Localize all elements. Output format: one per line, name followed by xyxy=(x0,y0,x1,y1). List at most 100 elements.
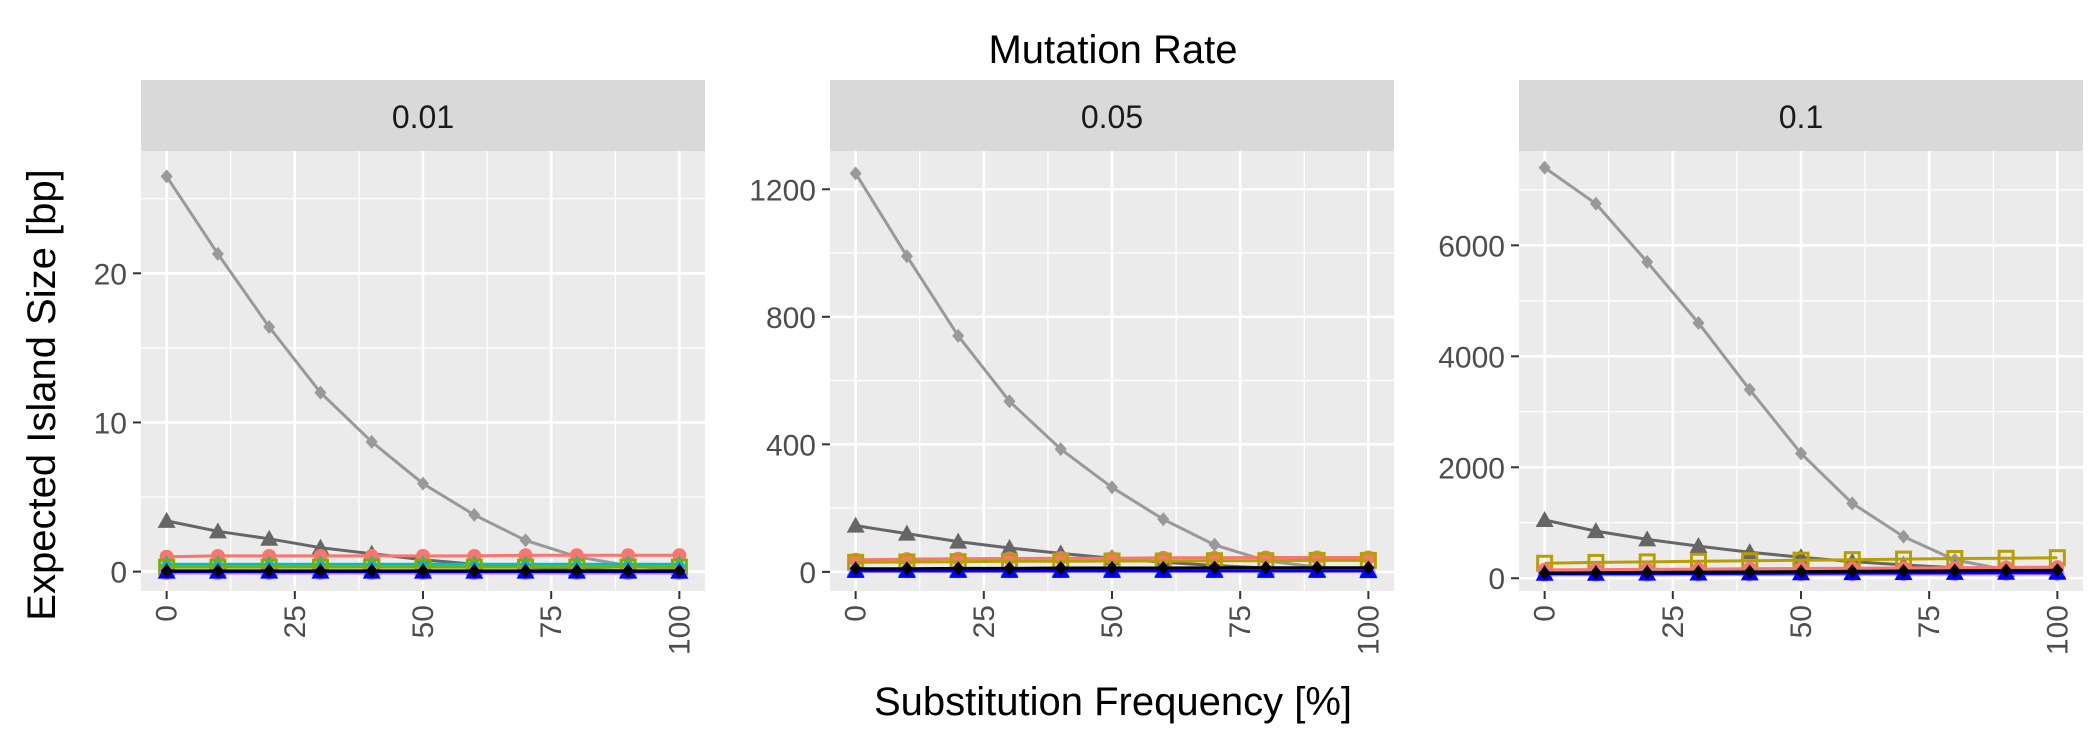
x-tick-label: 50 xyxy=(407,605,440,638)
data-point xyxy=(849,561,862,576)
facet-strip xyxy=(830,80,1394,151)
facet-strip-label: 0.1 xyxy=(1779,99,1823,135)
data-point xyxy=(1208,537,1221,552)
data-point xyxy=(1000,538,1019,555)
data-point xyxy=(1948,563,1961,578)
data-point xyxy=(1106,561,1118,576)
panel-0-01: 0.01 0 10 20 0 25 50 75 100 xyxy=(94,80,705,655)
data-point xyxy=(1846,564,1859,579)
y-tick-label: 6000 xyxy=(1438,230,1505,263)
data-point xyxy=(1362,560,1375,575)
data-point xyxy=(952,328,965,343)
data-point xyxy=(1897,529,1910,544)
data-point xyxy=(208,522,227,539)
data-point xyxy=(160,563,173,578)
series-line xyxy=(1544,556,2058,565)
data-point xyxy=(263,563,276,578)
data-point xyxy=(2051,563,2064,578)
y-tick-label: 2000 xyxy=(1438,452,1505,485)
data-point xyxy=(314,385,327,400)
x-tick-label: 100 xyxy=(2041,605,2074,655)
data-point xyxy=(417,476,429,491)
facet-title: Mutation Rate xyxy=(988,28,1237,72)
x-tick-label: 0 xyxy=(1529,605,1562,622)
data-point xyxy=(900,249,913,264)
data-point xyxy=(1589,565,1602,580)
x-tick-label: 75 xyxy=(1224,605,1257,638)
series-0 xyxy=(849,166,1375,578)
x-tick-label: 25 xyxy=(968,605,1001,638)
data-point xyxy=(897,524,916,541)
data-point xyxy=(211,246,224,261)
x-tick-label: 25 xyxy=(279,605,312,638)
panels: 0.01 0 10 20 0 25 50 75 100 0.05 0 400 800 1200 0 25 50 7… xyxy=(94,80,2083,655)
data-point xyxy=(1208,560,1221,575)
x-tick-label: 25 xyxy=(1657,605,1690,638)
data-point xyxy=(1003,394,1016,409)
data-point xyxy=(570,563,583,578)
data-point xyxy=(900,561,913,576)
facet-strip xyxy=(1519,80,2083,151)
x-tick-label: 0 xyxy=(151,605,184,622)
data-point xyxy=(1538,565,1551,580)
data-point xyxy=(1589,196,1602,211)
y-tick-label: 0 xyxy=(1488,563,1505,596)
y-tick-label: 20 xyxy=(94,258,127,291)
y-tick-label: 0 xyxy=(110,557,127,590)
data-point xyxy=(468,507,481,522)
series-6 xyxy=(1538,563,2064,580)
data-point xyxy=(1106,480,1118,495)
data-point xyxy=(1689,537,1708,554)
data-point xyxy=(263,320,276,334)
data-point xyxy=(211,563,224,578)
x-tick-label: 75 xyxy=(1913,605,1946,638)
data-point xyxy=(2000,563,2013,578)
facet-strip xyxy=(141,80,705,151)
y-tick-label: 0 xyxy=(799,557,816,590)
series-7 xyxy=(160,563,686,578)
data-point xyxy=(1897,564,1910,579)
panel-0-1: 0.1 0 2000 4000 6000 0 25 50 75 100 xyxy=(1438,80,2083,655)
x-tick-label: 100 xyxy=(1352,605,1385,655)
data-point xyxy=(1311,560,1324,575)
y-tick-label: 10 xyxy=(94,407,127,440)
x-tick-label: 50 xyxy=(1096,605,1129,638)
data-point xyxy=(952,561,965,576)
data-point xyxy=(1157,561,1170,576)
data-point xyxy=(1846,496,1859,511)
data-point xyxy=(1003,561,1016,576)
data-point xyxy=(1641,565,1654,580)
x-tick-label: 50 xyxy=(1785,605,1818,638)
data-point xyxy=(949,532,968,549)
data-point xyxy=(160,169,173,184)
data-point xyxy=(417,563,429,578)
data-point xyxy=(846,516,865,533)
data-point xyxy=(1538,160,1551,175)
data-point xyxy=(365,563,378,578)
series-7 xyxy=(849,560,1375,576)
data-point xyxy=(314,563,327,578)
data-point xyxy=(365,434,378,449)
data-point xyxy=(1054,561,1067,576)
data-point xyxy=(1535,510,1554,527)
y-tick-label: 800 xyxy=(766,302,816,335)
panel-0-05: 0.05 0 400 800 1200 0 25 50 75 100 xyxy=(749,80,1394,655)
data-point xyxy=(1054,442,1067,457)
data-point xyxy=(1641,254,1654,269)
data-point xyxy=(1259,560,1272,575)
data-point xyxy=(1638,530,1657,547)
data-point xyxy=(1157,512,1170,527)
data-point xyxy=(1743,382,1756,397)
data-point xyxy=(622,563,635,578)
data-point xyxy=(1586,522,1605,539)
data-point xyxy=(519,533,532,548)
x-axis-label: Substitution Frequency [%] xyxy=(874,680,1352,724)
data-point xyxy=(519,563,532,578)
y-tick-label: 4000 xyxy=(1438,341,1505,374)
x-tick-label: 0 xyxy=(840,605,873,622)
x-tick-label: 75 xyxy=(535,605,568,638)
data-point xyxy=(260,529,279,546)
data-point xyxy=(1692,565,1705,580)
x-tick-label: 100 xyxy=(663,605,696,655)
data-point xyxy=(1692,316,1705,331)
